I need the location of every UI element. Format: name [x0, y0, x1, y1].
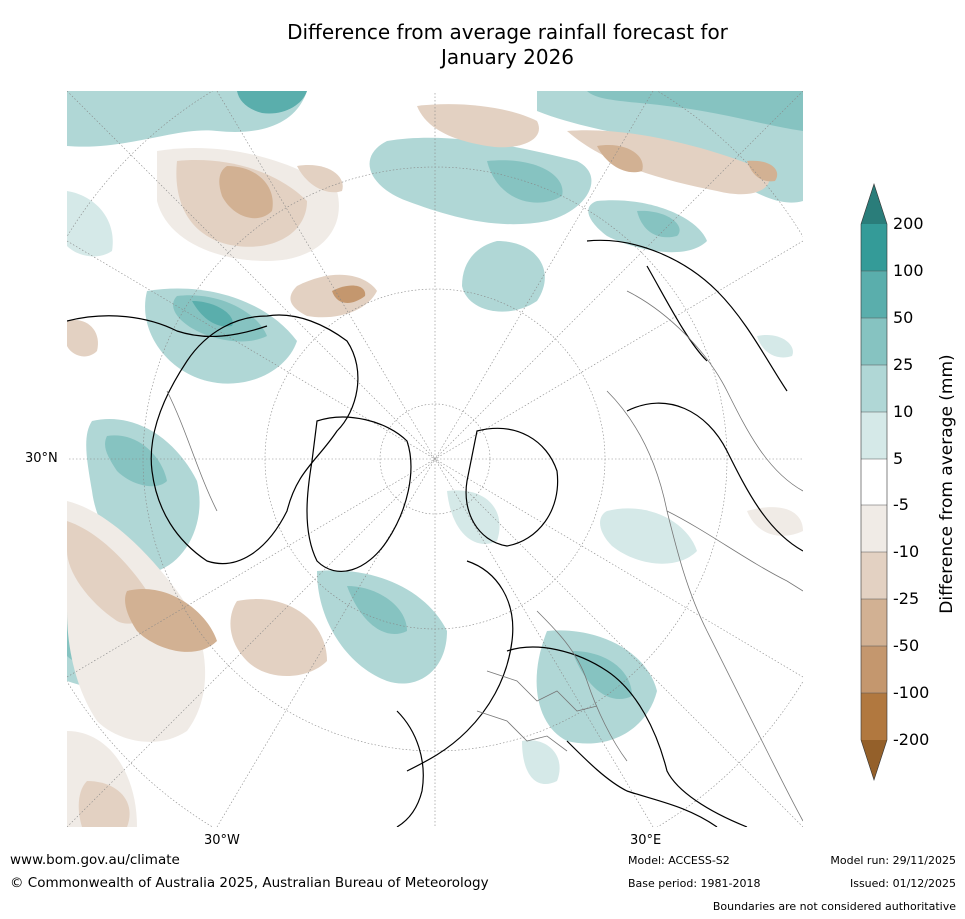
graticule — [67, 91, 803, 827]
colorbar-segment-100-200 — [861, 224, 887, 271]
longitude-label-30w: 30°W — [204, 833, 240, 848]
colorbar-tick-neg10: -10 — [893, 542, 920, 561]
colorbar-segment-5-10 — [861, 412, 887, 459]
colorbar-segment-neg10-neg25 — [861, 552, 887, 599]
base-period: Base period: 1981-2018 — [628, 877, 761, 890]
colorbar-segment-neg50-neg100 — [861, 646, 887, 693]
map-svg — [67, 91, 803, 827]
colorbar-svg — [860, 183, 888, 781]
colorbar-segment-neg100-neg200 — [861, 693, 887, 740]
longitude-label-30e: 30°E — [630, 833, 662, 848]
issued-date: Issued: 01/12/2025 — [849, 877, 956, 890]
dry-anomalies — [67, 104, 803, 827]
colorbar-tick-5: 5 — [893, 449, 904, 468]
title-line-2: January 2026 — [440, 45, 575, 69]
colorbar-extend-bottom — [861, 740, 887, 780]
latitude-label-30n: 30°N — [25, 451, 58, 466]
rainfall-anomaly-map — [67, 91, 803, 827]
colorbar-segment-25-50 — [861, 318, 887, 365]
coastlines — [67, 239, 803, 827]
colorbar-tick-10: 10 — [893, 402, 914, 421]
model-run-date: Model run: 29/11/2025 — [830, 854, 956, 867]
colorbar-title: Difference from average (mm) — [937, 354, 957, 614]
colorbar-segment-neutral — [861, 459, 887, 505]
colorbar-segment-neg25-neg50 — [861, 599, 887, 646]
country-borders — [166, 290, 803, 822]
title-line-1: Difference from average rainfall forecas… — [287, 20, 728, 44]
colorbar-tick-neg50: -50 — [893, 636, 920, 655]
colorbar-tick-neg5: -5 — [893, 495, 909, 514]
colorbar-tick-100: 100 — [893, 261, 924, 280]
boundaries-disclaimer: Boundaries are not considered authoritat… — [712, 900, 956, 913]
colorbar-tick-neg25: -25 — [893, 589, 920, 608]
footer-copyright: © Commonwealth of Australia 2025, Austra… — [10, 875, 489, 891]
colorbar-tick-50: 50 — [893, 308, 914, 327]
colorbar-extend-top — [861, 184, 887, 224]
model-name: Model: ACCESS-S2 — [628, 854, 730, 867]
footer-url[interactable]: www.bom.gov.au/climate — [10, 852, 180, 868]
chart-title: Difference from average rainfall forecas… — [250, 20, 765, 70]
colorbar-tick-200: 200 — [893, 214, 924, 233]
colorbar-segment-10-25 — [861, 365, 887, 412]
colorbar-tick-neg100: -100 — [893, 683, 930, 702]
colorbar-tick-neg200: -200 — [893, 730, 930, 749]
colorbar — [855, 180, 965, 790]
colorbar-segment-neg5-neg10 — [861, 505, 887, 552]
colorbar-tick-25: 25 — [893, 355, 914, 374]
colorbar-segment-50-100 — [861, 271, 887, 318]
